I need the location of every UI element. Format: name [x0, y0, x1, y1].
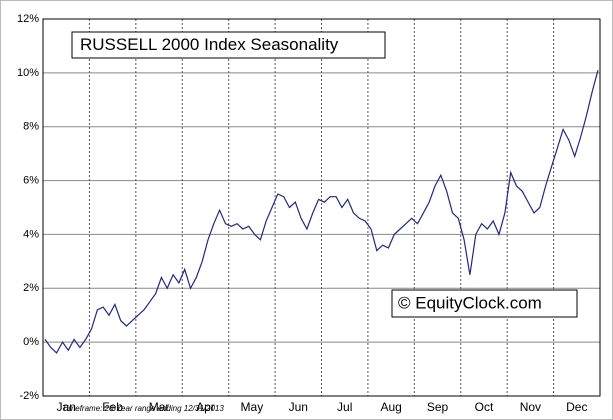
- series-line: [44, 70, 599, 354]
- x-tick-label: Dec: [566, 400, 587, 414]
- footnote: Timeframe: 20-Year range ending 12/31/20…: [62, 404, 224, 413]
- y-tick-label: 0%: [23, 336, 39, 348]
- x-tick-label: Aug: [380, 400, 401, 414]
- y-tick-label: 8%: [23, 121, 39, 133]
- y-tick-label: 10%: [17, 67, 39, 79]
- y-tick-label: 6%: [23, 174, 39, 186]
- plot-frame: [42, 18, 601, 397]
- x-tick-label: Jul: [337, 400, 352, 414]
- x-tick-label: Sep: [427, 400, 449, 414]
- x-tick-label: Mar: [149, 400, 170, 414]
- source: © EquityClock.com: [398, 293, 542, 312]
- y-tick-label: 4%: [23, 228, 39, 240]
- source-box: [391, 289, 578, 318]
- x-tick-label: Jun: [289, 400, 308, 414]
- x-tick-label: Feb: [102, 400, 123, 414]
- title-box: [71, 31, 386, 59]
- x-tick-label: Nov: [520, 400, 541, 414]
- x-tick-label: Apr: [196, 400, 215, 414]
- x-tick-label: May: [241, 400, 264, 414]
- y-tick-label: 12%: [17, 13, 39, 25]
- y-tick-label: 2%: [23, 282, 39, 294]
- y-tick-label: -2%: [19, 390, 39, 402]
- chart-title: RUSSELL 2000 Index Seasonality: [80, 35, 339, 54]
- x-tick-label: Oct: [475, 400, 494, 414]
- x-tick-label: Jan: [57, 400, 76, 414]
